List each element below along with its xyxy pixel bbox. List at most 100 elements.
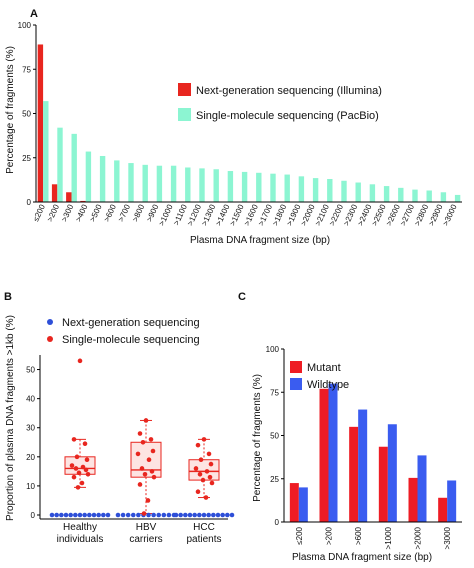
panel-b-point [79,480,85,486]
panel-a-bar [270,173,276,202]
panel-b-point [142,471,148,477]
panel-a-y-tick-label: 75 [22,65,31,74]
panel-b-point [197,512,202,518]
panel-b-point [130,512,136,518]
panel-c-bar [298,487,308,522]
panel-b-point [193,466,199,471]
panel-c-bar [387,424,397,522]
panel-b-y-tick-label: 30 [26,424,35,433]
panel-b-point [137,482,143,487]
panel-a-bar [241,171,248,202]
panel-a-bar [156,165,163,202]
panel-b-point [82,512,87,518]
panel-a-bar [454,194,461,202]
panel-b-x-tick-label: patients [186,534,221,545]
panel-b-point [68,512,73,518]
panel-b-point [140,439,146,445]
panel-c-x-tick-label: >1000 [384,526,393,549]
panel-b-point [87,512,92,518]
panel-b-y-axis-label: Proportion of plasma DNA fragments >1kb … [5,315,16,521]
panel-c-legend-label: Mutant [307,362,341,374]
panel-a-bar [51,184,58,202]
panel-a-y-tick-label: 25 [22,154,31,163]
panel-b-x-tick-label: HCC [193,522,215,533]
panel-b-point [225,512,230,518]
panel-c-x-axis-label: Plasma DNA fragment size (bp) [292,552,432,563]
panel-b-point [91,512,97,518]
panel-a-legend-label: Next-generation sequencing (Illumina) [196,85,382,97]
panel-b-point [49,512,55,518]
panel-c-bar [328,383,338,522]
panel-b-point [207,474,213,480]
panel-b-point [139,466,145,471]
panel-b-y-tick-label: 0 [31,511,36,520]
panel-a-bar [85,151,92,202]
panel-a-bar [80,200,86,202]
panel-b-point [201,512,207,518]
panel-a-bar [369,184,376,202]
panel-b-point [178,512,183,518]
panel-b-point [75,485,81,490]
panel-a-bar [99,155,106,202]
panel-c-legend-swatch [290,378,302,390]
panel-b-legend-marker [47,336,53,342]
panel-b-point [71,474,77,480]
panel-b-point [206,451,212,457]
panel-a-bar [298,176,305,202]
panel-c-x-tick-label: >2000 [414,526,423,549]
panel-b-point [141,511,147,516]
panel-a-x-axis-label: Plasma DNA fragment size (bp) [190,235,330,246]
panel-a-bar [114,160,120,202]
panel-b-point [151,474,157,480]
panel-b-point [80,464,86,470]
panel-b-point [125,512,131,518]
panel-a-y-axis-label: Percentage of fragments (%) [5,46,16,174]
panel-b-point [120,512,126,518]
panel-b-point [192,512,197,518]
panel-a-y-tick-label: 50 [22,110,31,119]
panel-a-bar [312,178,319,202]
panel-a-bar [142,164,148,202]
panel-a-bar [412,189,418,202]
panel-b-point [82,441,88,447]
panel-a-legend-label: Single-molecule sequencing (PacBio) [196,110,379,122]
panel-a-bar [426,190,432,202]
panel-b-point [195,489,201,495]
panel-a-bar [66,192,72,202]
panel-b-point [229,512,235,518]
panel-a-bar [383,186,390,202]
panel-a-bar [227,171,234,202]
panel-a-bar [284,174,290,202]
panel-b-legend: Next-generation sequencing Single-molecul… [47,317,200,346]
panel-b-box [188,459,220,481]
panel-b-point [220,512,225,518]
panel-a-legend-swatch [178,108,191,121]
panel-b-x-tick-label: Healthy [63,522,97,533]
panel-b-point [96,512,101,518]
panel-b-point [146,512,151,518]
panel-b-y-tick-label: 20 [26,453,35,462]
panel-a-bar [185,167,191,202]
panel-b-y-tick-label: 10 [26,482,35,491]
panel-b-point [146,457,152,463]
panel-b-point [105,512,111,518]
panel-c-letter: C [238,291,246,303]
panel-a-y-tick-label: 0 [27,198,32,207]
panel-b-x-tick-label: HBV [136,522,157,533]
panel-b-point [173,512,179,518]
panel-c-bar [378,446,388,522]
panel-b-x-tick-label: individuals [57,534,104,545]
panel-c-legend-label: Wildtype [307,379,349,391]
panel-b-legend-label: Next-generation sequencing [62,317,200,329]
panel-b-point [85,471,91,477]
panel-b-point [187,512,193,518]
panel-b-point [150,448,156,454]
panel-c-legend-swatch [290,361,302,373]
panel-a-bar [71,133,77,202]
panel-b-point [211,512,216,518]
panel-b-point [151,512,156,518]
panel-c-bar [438,497,448,522]
panel-b-point [83,467,89,473]
